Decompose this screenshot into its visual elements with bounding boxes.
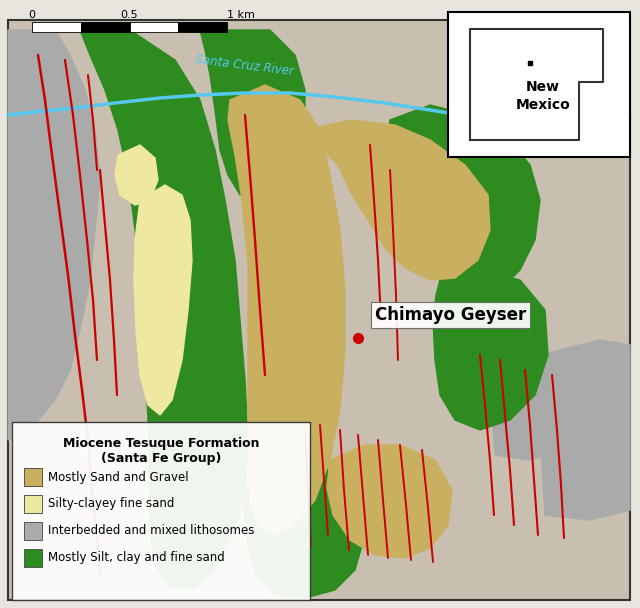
- Text: Miocene Tesuque Formation: Miocene Tesuque Formation: [63, 437, 259, 450]
- Polygon shape: [8, 30, 100, 440]
- Bar: [179, 22, 227, 32]
- Text: New
Mexico: New Mexico: [515, 80, 570, 112]
- Text: 0: 0: [29, 10, 35, 20]
- Text: Silty-clayey fine sand: Silty-clayey fine sand: [48, 497, 174, 511]
- Bar: [448, 12, 630, 157]
- Polygon shape: [305, 120, 490, 280]
- Text: Santa Cruz River: Santa Cruz River: [195, 53, 295, 78]
- Text: Mostly Silt, clay and fine sand: Mostly Silt, clay and fine sand: [48, 551, 225, 564]
- Polygon shape: [385, 105, 540, 300]
- Polygon shape: [134, 185, 192, 415]
- Polygon shape: [200, 30, 305, 200]
- Bar: [129, 22, 179, 32]
- Text: Mostly Sand and Gravel: Mostly Sand and Gravel: [48, 471, 189, 483]
- Text: 1 km: 1 km: [227, 10, 255, 20]
- Text: (Santa Fe Group): (Santa Fe Group): [101, 452, 221, 465]
- Text: Chimayo Geyser: Chimayo Geyser: [375, 306, 526, 324]
- Polygon shape: [115, 145, 158, 205]
- Text: 0.5: 0.5: [121, 10, 138, 20]
- Bar: [24, 549, 42, 567]
- Polygon shape: [228, 85, 345, 535]
- Polygon shape: [490, 340, 630, 460]
- Text: Interbedded and mixed lithosomes: Interbedded and mixed lithosomes: [48, 525, 254, 537]
- Bar: [12, 422, 310, 600]
- Polygon shape: [327, 445, 452, 558]
- Bar: [24, 495, 42, 513]
- Polygon shape: [433, 270, 548, 430]
- Polygon shape: [80, 30, 248, 588]
- Polygon shape: [244, 460, 365, 598]
- Bar: [24, 522, 42, 540]
- Polygon shape: [540, 420, 630, 520]
- Bar: [24, 468, 42, 486]
- Bar: [81, 22, 129, 32]
- Bar: [32, 22, 81, 32]
